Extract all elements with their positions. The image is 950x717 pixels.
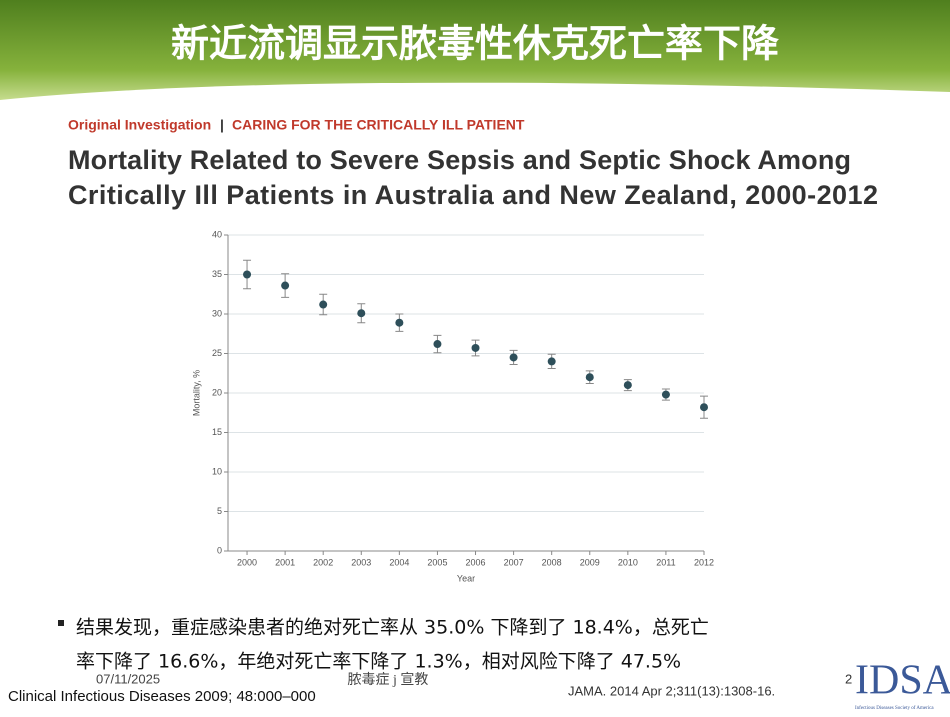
point bbox=[471, 343, 480, 352]
logo-subtitle: Infectious Diseases Society of America bbox=[855, 706, 934, 711]
y-tick-label: 0 bbox=[217, 545, 222, 555]
x-tick-label: 2005 bbox=[427, 557, 447, 567]
y-tick-label: 30 bbox=[212, 308, 222, 318]
x-tick-label: 2012 bbox=[694, 557, 714, 567]
y-tick-label: 15 bbox=[212, 427, 222, 437]
article-title: Mortality Related to Severe Sepsis and S… bbox=[68, 145, 851, 175]
bullet-text: 率下降了 16.6%，年绝对死亡率下降了 1.3%，相对风险下降了 47.5% bbox=[76, 651, 681, 673]
y-tick-label: 40 bbox=[212, 229, 222, 239]
x-tick-label: 2007 bbox=[504, 557, 524, 567]
y-tick-label: 20 bbox=[212, 387, 222, 397]
point bbox=[319, 300, 328, 309]
bullet-text: 结果发现，重症感染患者的绝对死亡率从 35.0% 下降到了 18.4%，总死亡 bbox=[76, 617, 709, 639]
kicker: CARING FOR THE CRITICALLY ILL PATIENT bbox=[232, 117, 525, 133]
x-tick-label: 2004 bbox=[389, 557, 409, 567]
bullet bbox=[58, 620, 64, 626]
y-tick-label: 5 bbox=[217, 506, 222, 516]
point bbox=[547, 357, 556, 366]
point bbox=[623, 381, 632, 390]
header-curve bbox=[0, 82, 950, 110]
plot: 0 5 10 15 20 25 30 35 40 2000 2001 2002 2003 2004 2005… bbox=[212, 229, 714, 567]
x-tick-label: 2011 bbox=[656, 557, 675, 567]
y-tick-label: 35 bbox=[212, 269, 222, 279]
date: 07/11/2025 bbox=[96, 671, 160, 686]
point bbox=[585, 373, 594, 382]
footer-center: 脓毒症 j 宣教 bbox=[348, 671, 429, 688]
x-axis-label: Year bbox=[457, 573, 475, 583]
point bbox=[661, 390, 670, 399]
y-axis-label: Mortality, % bbox=[191, 370, 201, 416]
logo: IDSA bbox=[855, 658, 950, 704]
footer-left: Clinical Infectious Diseases 2009; 48:00… bbox=[8, 688, 316, 705]
x-tick-label: 2002 bbox=[313, 557, 333, 567]
kicker-separator: | bbox=[220, 117, 224, 133]
citation: JAMA. 2014 Apr 2;311(13):1308-16. bbox=[568, 683, 775, 698]
y-tick-label: 25 bbox=[212, 348, 222, 358]
point bbox=[395, 318, 404, 327]
x-tick-label: 2008 bbox=[542, 557, 562, 567]
x-tick-label: 2010 bbox=[618, 557, 638, 567]
x-tick-label: 2001 bbox=[275, 557, 295, 567]
point bbox=[700, 403, 708, 412]
point bbox=[243, 270, 252, 279]
page-number: 2 bbox=[845, 671, 852, 686]
y-tick-label: 10 bbox=[212, 466, 222, 476]
point bbox=[433, 340, 442, 349]
point bbox=[357, 309, 366, 318]
kicker: Original Investigation bbox=[68, 117, 211, 133]
x-tick-label: 2003 bbox=[351, 557, 371, 567]
slide-title: 新近流调显示脓毒性休克死亡率下降 bbox=[171, 22, 779, 66]
article-title: Critically Ill Patients in Australia and… bbox=[68, 180, 878, 210]
point bbox=[509, 353, 518, 362]
x-tick-label: 2009 bbox=[580, 557, 600, 567]
x-tick-label: 2000 bbox=[237, 557, 257, 567]
point bbox=[281, 281, 290, 290]
x-tick-label: 2006 bbox=[466, 557, 486, 567]
